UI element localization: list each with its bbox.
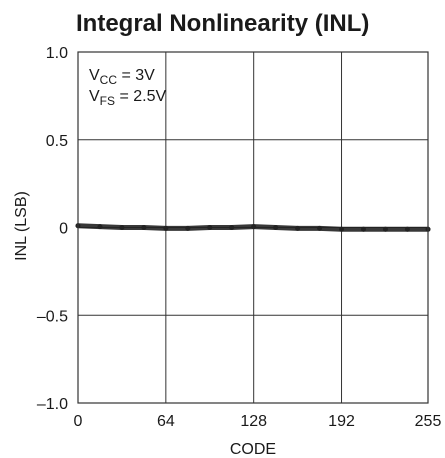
chart-title: Integral Nonlinearity (INL) [76,10,369,37]
inl-data-point [382,226,388,232]
y-tick-label: 0 [59,221,68,238]
inl-data-point [273,225,279,230]
y-tick-label: –0.5 [37,308,68,325]
inl-data-point [251,224,257,230]
y-tick-labels: 1.0 0.5 0 –0.5 –1.0 [37,45,68,413]
plot-frame [77,51,429,404]
inl-data-point [185,225,191,231]
y-tick-label: 1.0 [46,45,68,62]
x-axis-label: CODE [230,441,276,458]
data-layer [75,223,431,232]
x-tick-label: 128 [240,413,267,430]
y-axis-label: INL (LSB) [13,191,30,261]
inl-data-point [360,226,366,232]
x-tick-label: 255 [415,413,442,430]
annotation-vfs: VFS = 2.5V [89,88,166,108]
plot-border [77,51,429,404]
y-tick-label: –1.0 [37,396,68,413]
annotation-vcc: VCC = 3V [89,67,155,87]
vfs-symbol: V [89,88,100,105]
y-tick-label: 0.5 [46,133,68,150]
vfs-subscript: FS [100,94,115,108]
vcc-symbol: V [89,67,100,84]
inl-data-point [229,225,235,230]
inl-data-point [97,224,103,230]
x-tick-label: 192 [328,413,355,430]
annotation-background [80,55,162,113]
inl-data-point [207,225,213,230]
inl-data-point [339,226,345,232]
x-tick-label: 0 [74,413,83,430]
vfs-value: = 2.5V [115,88,166,105]
conditions-annotation: VCC = 3V VFS = 2.5V [80,55,166,113]
inl-data-point [119,225,125,230]
inl-data-point [317,225,323,231]
inl-data-point [163,225,169,231]
inl-data-point [295,225,301,231]
x-tick-label: 64 [157,413,175,430]
vcc-value: = 3V [117,67,155,84]
vcc-subscript: CC [100,73,118,87]
inl-data-point [141,225,147,230]
inl-data-point [404,226,410,232]
x-tick-labels: 0 64 128 192 255 [74,413,442,430]
